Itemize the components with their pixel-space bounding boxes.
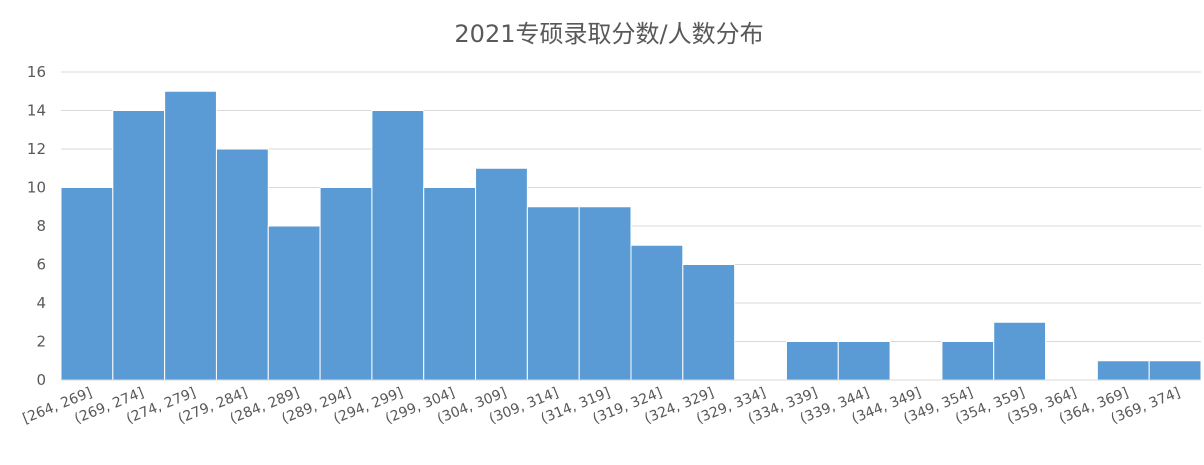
y-tick-label: 10	[27, 179, 46, 197]
bar	[475, 167, 528, 381]
bar	[371, 110, 425, 381]
bar	[1096, 360, 1150, 381]
bar	[630, 244, 684, 381]
y-tick-label: 0	[36, 371, 46, 389]
bar	[941, 341, 995, 381]
bars	[60, 90, 1202, 381]
chart-title: 2021专硕录取分数/人数分布	[454, 20, 763, 48]
y-tick-label: 4	[36, 294, 46, 312]
bar	[423, 187, 477, 381]
y-axis-ticks: 0 2 4 6 8 10 12 14 16	[27, 63, 46, 389]
bar	[319, 187, 373, 381]
bar	[267, 225, 321, 381]
bar	[526, 206, 580, 381]
y-tick-label: 12	[27, 140, 46, 158]
bar	[578, 206, 632, 381]
y-tick-label: 8	[36, 217, 46, 235]
bar	[164, 90, 217, 381]
bar	[1148, 360, 1202, 381]
x-axis-ticks: [264, 269](269, 274](274, 279](279, 284]…	[20, 385, 1182, 427]
bar	[785, 341, 839, 381]
bar	[993, 321, 1047, 381]
bar	[112, 110, 166, 381]
y-tick-label: 14	[27, 102, 46, 120]
bar	[837, 341, 891, 381]
bar	[215, 148, 269, 381]
bar	[60, 187, 114, 381]
y-tick-label: 2	[36, 333, 46, 351]
y-tick-label: 16	[27, 63, 46, 81]
y-tick-label: 6	[36, 256, 46, 274]
bar	[682, 264, 736, 381]
